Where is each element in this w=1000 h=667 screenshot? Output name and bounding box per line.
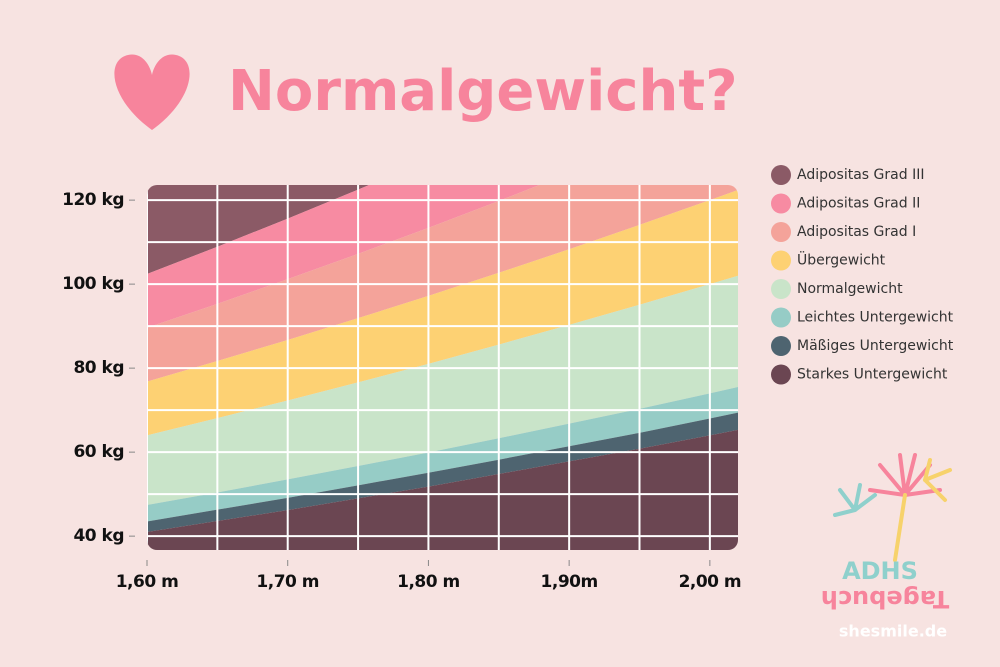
- logo-top: ADHS: [842, 557, 918, 585]
- band-area: [147, 429, 738, 550]
- legend-label: Adipositas Grad II: [797, 196, 920, 212]
- x-tick-label: 1,80 m: [397, 572, 460, 592]
- legend-label: Starkes Untergewicht: [797, 367, 948, 383]
- y-tick-label: 80 kg: [73, 358, 124, 378]
- band-area: [147, 387, 738, 522]
- x-tick-label: 1,90m: [541, 572, 598, 592]
- legend-swatch: [771, 165, 791, 185]
- legend-label: Leichtes Untergewicht: [797, 310, 954, 326]
- band-area: [147, 190, 738, 436]
- site-url: shesmile.de: [839, 622, 947, 641]
- x-tick-label: 1,70 m: [256, 572, 319, 592]
- y-tick-label: 120 kg: [62, 190, 124, 210]
- logo-bottom: Tagebuch: [821, 585, 950, 613]
- legend-label: Adipositas Grad III: [797, 167, 924, 183]
- band-area: [147, 275, 738, 506]
- legend-swatch: [771, 222, 791, 242]
- y-tick-label: 40 kg: [73, 526, 124, 546]
- band-area: [147, 185, 738, 328]
- legend-label: Mäßiges Untergewicht: [797, 338, 954, 354]
- logo: ADHS Tagebuch shesmile.de: [821, 453, 952, 641]
- y-tick-label: 100 kg: [62, 274, 124, 294]
- legend-swatch: [771, 250, 791, 271]
- legend-swatch: [771, 307, 791, 328]
- band-area: [147, 185, 738, 275]
- legend-label: Übergewicht: [797, 251, 886, 269]
- chart-title: Normalgewicht?: [228, 59, 738, 124]
- legend-swatch: [771, 279, 791, 299]
- heart-icon: [114, 54, 190, 131]
- legend-swatch: [771, 364, 791, 385]
- legend-label: Adipositas Grad I: [797, 224, 916, 240]
- legend-swatch: [771, 193, 791, 214]
- plot-area: [147, 185, 738, 550]
- x-tick-label: 2,00 m: [679, 572, 742, 592]
- band-area: [147, 412, 738, 532]
- x-tick-label: 1,60 m: [116, 572, 179, 592]
- y-tick-label: 60 kg: [73, 442, 124, 462]
- legend-label: Normalgewicht: [797, 281, 903, 297]
- legend-swatch: [771, 336, 791, 356]
